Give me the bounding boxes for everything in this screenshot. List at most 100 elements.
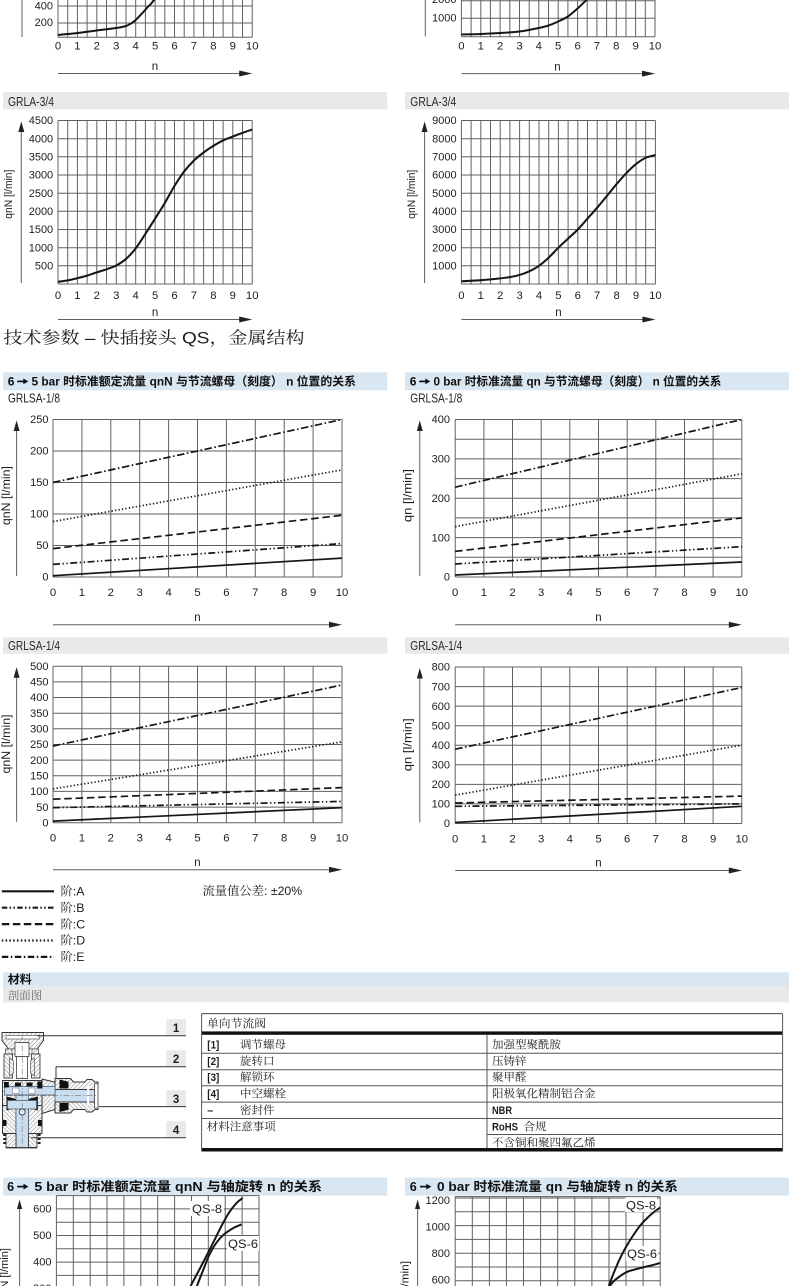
svg-text:单向节流阀: 单向节流阀 (207, 1014, 266, 1031)
svg-text:1: 1 (478, 290, 484, 302)
svg-text:4: 4 (536, 290, 542, 302)
svg-text:n: n (194, 857, 200, 869)
svg-text:阶:B: 阶:B (61, 898, 85, 916)
svg-text:7: 7 (191, 290, 197, 302)
svg-text:3: 3 (516, 290, 522, 302)
svg-text:5: 5 (595, 587, 601, 599)
svg-text:n: n (554, 62, 560, 74)
svg-text:2: 2 (509, 587, 515, 599)
svg-text:150: 150 (30, 477, 48, 489)
svg-text:9: 9 (710, 834, 716, 846)
svg-text:GRLSA-1/4: GRLSA-1/4 (410, 639, 462, 653)
svg-text:8: 8 (681, 587, 687, 599)
svg-text:RoHS: RoHS (492, 1121, 518, 1133)
svg-text:3: 3 (538, 834, 544, 846)
svg-text:400: 400 (33, 1257, 51, 1269)
svg-text:2: 2 (94, 41, 100, 53)
svg-text:3: 3 (137, 833, 143, 845)
svg-text:流量值公差: ±20%: 流量值公差: ±20% (203, 881, 303, 899)
svg-text:n: n (152, 61, 158, 73)
svg-text:qnN [l/min]: qnN [l/min] (0, 715, 13, 774)
svg-text:–: – (207, 1105, 213, 1117)
svg-text:3000: 3000 (29, 170, 53, 182)
svg-text:压铸锌: 压铸锌 (492, 1053, 527, 1069)
svg-text:n: n (152, 307, 158, 319)
svg-text:10: 10 (336, 587, 349, 599)
svg-text:9: 9 (310, 833, 316, 845)
svg-text:9: 9 (310, 587, 316, 599)
svg-text:4: 4 (567, 834, 573, 846)
svg-text:100: 100 (432, 532, 450, 544)
svg-text:500: 500 (30, 661, 48, 673)
svg-text:解锁环: 解锁环 (240, 1069, 275, 1085)
svg-text:1000: 1000 (432, 261, 456, 273)
svg-text:800: 800 (432, 662, 450, 674)
svg-text:450: 450 (30, 677, 48, 689)
svg-text:1: 1 (74, 41, 80, 53)
svg-text:1: 1 (481, 834, 487, 846)
svg-text:qnN [l/min]: qnN [l/min] (0, 466, 13, 525)
svg-text:400: 400 (30, 692, 48, 704)
svg-text:0: 0 (50, 833, 56, 845)
svg-text:1: 1 (173, 1023, 180, 1035)
svg-text:1: 1 (481, 587, 487, 599)
svg-text:6000: 6000 (432, 170, 456, 182)
svg-text:1: 1 (79, 833, 85, 845)
svg-text:8: 8 (210, 41, 216, 53)
svg-text:[2]: [2] (207, 1056, 219, 1068)
svg-text:500: 500 (35, 261, 53, 273)
svg-text:5: 5 (152, 41, 158, 53)
svg-text:不含铜和聚四氟乙烯: 不含铜和聚四氟乙烯 (492, 1134, 596, 1150)
svg-text:8: 8 (281, 833, 287, 845)
svg-text:0: 0 (42, 817, 48, 829)
svg-text:4: 4 (165, 833, 171, 845)
svg-text:10: 10 (246, 41, 259, 53)
svg-text:4: 4 (567, 587, 573, 599)
svg-text:技术参数 – 快插接头 QS，金属结构: 技术参数 – 快插接头 QS，金属结构 (4, 324, 305, 349)
svg-text:10: 10 (246, 290, 259, 302)
svg-text:5: 5 (555, 41, 561, 53)
svg-text:600: 600 (432, 701, 450, 713)
svg-text:600: 600 (33, 1204, 51, 1216)
svg-text:6: 6 (223, 833, 229, 845)
svg-text:GRLA-3/4: GRLA-3/4 (8, 94, 54, 109)
svg-text:5 bar 时标准额定流量 qnN 与节流螺母（刻度） n: 5 bar 时标准额定流量 qnN 与节流螺母（刻度） n 位置的关系 (32, 373, 357, 390)
svg-text:10: 10 (336, 833, 349, 845)
svg-text:2: 2 (497, 41, 503, 53)
svg-text:阶:A: 阶:A (61, 882, 86, 900)
svg-text:[1]: [1] (207, 1040, 219, 1052)
svg-text:6: 6 (223, 587, 229, 599)
svg-text:4000: 4000 (29, 133, 53, 145)
svg-text:n: n (194, 612, 200, 624)
svg-text:2: 2 (94, 290, 100, 302)
svg-text:1000: 1000 (29, 242, 53, 254)
svg-text:9: 9 (632, 41, 638, 53)
svg-text:8: 8 (613, 41, 619, 53)
svg-text:4: 4 (165, 587, 171, 599)
svg-text:0 bar 时标准流量 qn 与轴旋转 n 的关系: 0 bar 时标准流量 qn 与轴旋转 n 的关系 (437, 1176, 678, 1195)
svg-text:4: 4 (173, 1125, 180, 1137)
svg-text:100: 100 (30, 509, 48, 521)
svg-text:3: 3 (113, 41, 119, 53)
svg-text:6: 6 (171, 41, 177, 53)
svg-text:1500: 1500 (29, 224, 53, 236)
svg-text:8: 8 (281, 587, 287, 599)
svg-text:1000: 1000 (432, 12, 456, 24)
svg-text:3: 3 (113, 290, 119, 302)
svg-text:9000: 9000 (432, 115, 456, 127)
svg-text:200: 200 (432, 493, 450, 505)
svg-text:250: 250 (30, 739, 48, 751)
svg-text:500: 500 (33, 1230, 51, 1242)
svg-text:4: 4 (133, 290, 139, 302)
svg-text:400: 400 (432, 740, 450, 752)
svg-text:700: 700 (432, 681, 450, 693)
svg-text:0: 0 (458, 41, 464, 53)
svg-text:7: 7 (594, 41, 600, 53)
svg-text:n: n (595, 612, 601, 624)
svg-text:加强型聚酰胺: 加强型聚酰胺 (492, 1037, 561, 1053)
svg-text:6: 6 (8, 375, 15, 389)
svg-text:6: 6 (7, 1180, 14, 1194)
svg-text:[3]: [3] (207, 1072, 219, 1084)
svg-text:10: 10 (736, 834, 749, 846)
svg-text:0: 0 (452, 587, 458, 599)
